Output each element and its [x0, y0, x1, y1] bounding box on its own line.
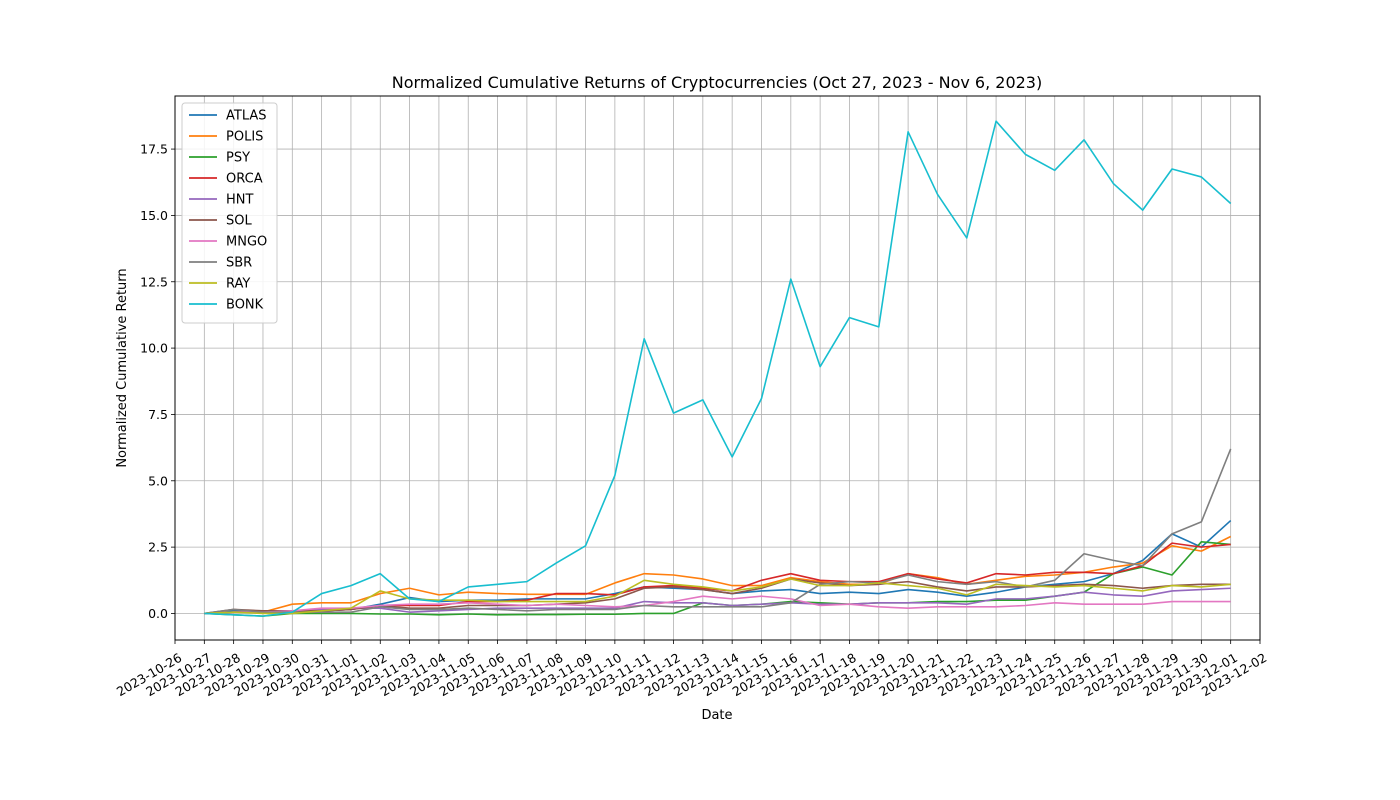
series-line-ray	[204, 578, 1231, 615]
legend-label-atlas: ATLAS	[226, 109, 267, 124]
y-axis-ticks: 0.0 2.5 5.0 7.5 10.0 12.5 15.0 17.5	[140, 142, 175, 621]
legend-label-orca: ORCA	[226, 172, 263, 187]
legend-label-mngo: MNGO	[226, 235, 267, 250]
legend-label-sbr: SBR	[226, 256, 252, 271]
y-tick-label: 12.5	[140, 274, 168, 289]
y-tick-label: 15.0	[140, 208, 168, 223]
y-tick-label: 0.0	[148, 606, 168, 621]
legend-box	[181, 102, 278, 324]
legend-label-sol: SOL	[226, 214, 252, 229]
x-axis-label: Date	[701, 708, 732, 723]
legend-label-polis: POLIS	[226, 130, 263, 145]
series-line-mngo	[204, 595, 1231, 615]
plot-frame	[174, 95, 1261, 641]
y-tick-label: 5.0	[148, 473, 168, 488]
chart-title: Normalized Cumulative Returns of Cryptoc…	[392, 73, 1042, 92]
y-tick-label: 2.5	[148, 540, 168, 555]
y-tick-label: 7.5	[148, 407, 168, 422]
series-layer	[204, 120, 1232, 617]
y-tick-label: 17.5	[140, 142, 168, 157]
legend-label-ray: RAY	[226, 277, 250, 292]
legend-label-bonk: BONK	[226, 298, 264, 313]
y-tick-label: 10.0	[140, 341, 168, 356]
series-line-sbr	[204, 448, 1232, 615]
legend: ATLAS POLIS PSY ORCA HNT SOL MNGO SBR RAY BONK	[181, 102, 278, 324]
series-line-bonk	[204, 120, 1232, 617]
legend-label-psy: PSY	[226, 151, 250, 166]
y-axis-label: Normalized Cumulative Return	[115, 268, 130, 467]
legend-label-hnt: HNT	[226, 193, 254, 208]
series-line-polis	[204, 535, 1232, 615]
